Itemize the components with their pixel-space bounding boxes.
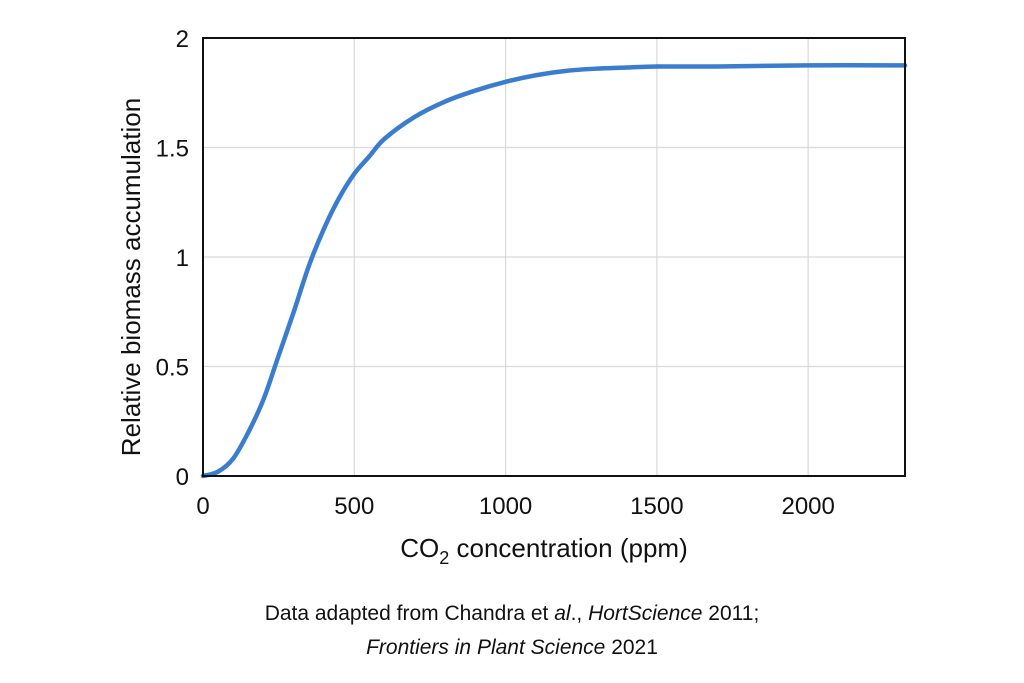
x-tick-label: 1000 (479, 493, 532, 520)
x-tick-label: 2000 (781, 493, 834, 520)
biomass-curve-line (200, 63, 908, 479)
y-tick-label: 0.5 (156, 355, 189, 382)
y-tick-label: 0 (176, 464, 189, 491)
grid-lines (203, 38, 905, 476)
series-layer (200, 63, 908, 479)
y-tick-label: 1.5 (156, 136, 189, 163)
x-tick-label: 1500 (630, 493, 683, 520)
source-caption-line-1: Data adapted from Chandra et al., HortSc… (264, 602, 760, 625)
x-tick-label: 500 (334, 493, 374, 520)
y-tick-label: 1 (176, 245, 189, 272)
plot-frame (202, 37, 906, 477)
y-tick-labels: 0 0.5 1 1.5 2 (156, 26, 189, 491)
x-axis-title: CO2 concentration (ppm) (400, 533, 687, 568)
y-axis-title: Relative biomass accumulation (116, 98, 146, 456)
y-tick-label: 2 (176, 26, 189, 53)
x-tick-label: 0 (196, 493, 209, 520)
source-caption-line-2: Frontiers in Plant Science 2021 (366, 636, 658, 659)
x-tick-labels: 0 500 1000 1500 2000 (196, 493, 835, 520)
